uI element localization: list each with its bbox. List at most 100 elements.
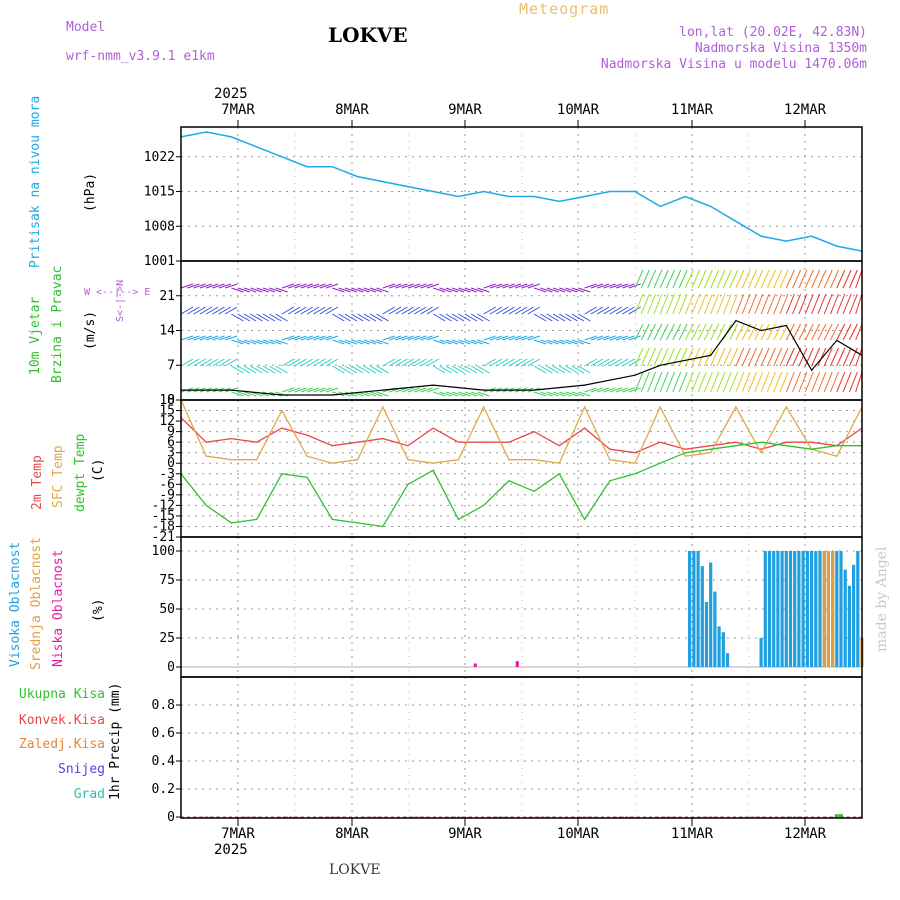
temp-line-1-point [306,455,308,457]
panel-frame-pressure [180,126,863,262]
temp-line-1-point [684,455,687,457]
wind-arrow [603,358,616,367]
wind-arrow [199,335,213,341]
wind-speed-line-point [584,384,586,386]
wind-arrow [180,358,194,367]
temp-line-1-point [256,459,258,461]
y-tick-label: 1015 [144,185,175,200]
wind-arrow [848,371,858,393]
temp-line-0-point [205,441,207,443]
wind-arrow [666,269,675,289]
y-tick-label: 50 [159,602,175,617]
wind-arrow [760,293,770,315]
wind-arrow [464,339,477,345]
wind-arrow [729,323,739,341]
wind-arrow [748,371,757,393]
wind-arrow [748,269,757,289]
wind-arrow [798,347,808,367]
wind-arrow [615,335,629,341]
wind-arrow [842,347,852,367]
temp-line-0-point [382,438,384,440]
wind-arrow [697,293,707,315]
wind-arrow [514,306,528,315]
wind-arrow [477,391,490,397]
wind-arrow [754,269,764,289]
wind-arrow [458,339,471,345]
wind-arrow [344,287,358,293]
wind-arrow [420,387,433,393]
wind-arrow [287,358,301,367]
wind-arrow [691,323,701,341]
temp-line-2-point [785,445,787,447]
wind-arrow [502,358,515,367]
wind-arrow [823,347,833,367]
wind-arrow [811,269,821,289]
temp-line-2-point [710,448,712,450]
wind-arrow [533,391,547,397]
wind-arrow [710,269,720,289]
temp-line-2-point [331,518,333,521]
wind-arrow [533,365,547,374]
cloud-bar-0 [852,564,856,667]
wind-arrow [363,287,377,293]
model-elevation: Nadmorska Visina u modelu 1470.06m [600,57,867,72]
wind-arrow [231,365,244,374]
wind-arrow [212,358,225,367]
wind-arrow [433,339,446,345]
wind-arrow [199,358,213,367]
wind-arrow [496,306,509,315]
wind-arrow [647,269,657,289]
wind-arrow [294,387,307,393]
wind-arrow [735,269,745,289]
temp-line-1-point [382,406,384,408]
cloud-bar-0 [810,551,814,667]
wind-arrow [741,269,751,289]
cloud-bar-0 [788,551,793,667]
wind-arrow [237,365,251,374]
wind-arrow [691,371,701,393]
wind-arrow [269,339,282,345]
y-tick-label: 0 [167,393,175,408]
wind-arrow [288,283,301,289]
wind-arrow [855,371,863,393]
temp-line-2-point [357,522,359,524]
wind-arrow [722,347,732,367]
y-tick-label: -18 [152,519,175,534]
wind-arrow [414,306,427,315]
wind-arrow [294,283,307,289]
temp-line-2-point [306,476,308,478]
wind-arrow [565,339,578,345]
wind-arrow [785,371,795,393]
wind-arrow [376,313,389,322]
wind-arrow [716,293,726,315]
wind-arrow [395,387,408,393]
wind-arrow [817,293,827,315]
wind-arrow [830,323,839,341]
wind-arrow [540,339,553,345]
temp-line-2-point [659,462,661,464]
day-label-bottom: 10MAR [557,826,600,842]
wind-arrow [451,339,465,345]
wind-arrow [792,347,802,367]
wind-arrow [804,269,814,289]
wind-arrow [735,323,745,341]
temp-line-1-point [432,462,434,464]
wind-arrow [603,283,616,289]
wind-arrow [609,283,622,289]
wind-arrow [281,306,295,315]
wind-arrow [779,293,789,315]
y-tick-label: 14 [159,324,175,339]
wind-arrow [691,269,701,289]
wind-arrow [325,283,339,289]
wind-speed-line-point [432,384,434,386]
wind-arrow [590,387,604,393]
wind-arrow [338,287,351,293]
wind-arrow [836,293,846,315]
wind-speed-line-point [634,374,636,376]
wind-arrow [458,313,471,322]
wind-arrow [716,371,726,393]
pressure-line-point [205,131,207,133]
wind-arrow [578,287,591,293]
wind-arrow [325,306,339,315]
temp-line-2-point [483,504,485,506]
